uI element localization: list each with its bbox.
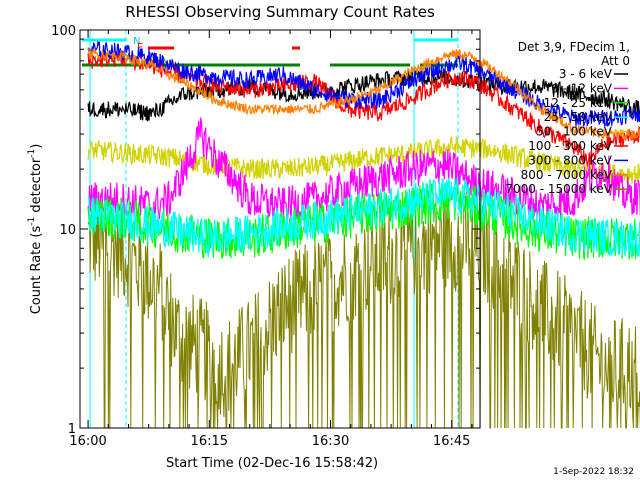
legend-label-3-6-kev: 3 - 6 keV (559, 67, 613, 81)
legend-label-50-100-kev: 50 - 100 keV (536, 125, 613, 139)
series-line-7000-15000-kev (87, 192, 640, 429)
annotation-rdo: RDO (116, 54, 136, 64)
x-tick-label: 16:00 (69, 434, 106, 449)
series-line-300-800-kev (87, 40, 640, 127)
x-tick-label: 16:15 (191, 434, 228, 449)
legend-label-12-25-kev: 12 - 25 keV (544, 96, 613, 110)
legend-label-300-800-kev: 300 - 800 keV (528, 153, 612, 167)
annotation-n: N (133, 36, 140, 47)
x-tick-label: 16:45 (433, 434, 470, 449)
legend-label-25-50-kev: 25 - 50 keV (544, 110, 613, 124)
chart-title: RHESSI Observing Summary Count Rates (125, 3, 435, 21)
y-tick-label: 100 (51, 24, 76, 39)
series-line-25-50-kev (87, 177, 640, 258)
series-line-50-100-kev (87, 135, 640, 185)
y-axis-label: Count Rate (s-1 detector-1) (27, 144, 44, 315)
series-line-100-300-kev (87, 49, 640, 167)
y-tick-label: 10 (59, 223, 76, 238)
annotation-f: F (137, 41, 143, 54)
legend-label-100-300-kev: 100 - 300 keV (528, 139, 612, 153)
series-line-6-12-kev (87, 117, 640, 224)
legend-label-800-7000-kev: 800 - 7000 keV (521, 168, 613, 182)
y-tick-label: 1 (68, 422, 76, 437)
axes: 16:00 16:15 16:30 16:45 1 10 100 (51, 24, 480, 449)
series-line-800-7000-kev (87, 47, 640, 141)
legend-header-line-1: Det 3,9, FDecim 1, (518, 40, 630, 54)
x-axis-label: Start Time (02-Dec-16 15:58:42) (166, 456, 378, 471)
legend-label-6-12-kev: 6 - 12 keV (551, 81, 613, 95)
legend-header-line-2: Att 0 (601, 54, 630, 68)
footer-date: 1-Sep-2022 18:32 (553, 467, 634, 477)
legend-label-7000-15000-kev: 7000 - 15000 keV (505, 182, 612, 196)
series-lines (87, 40, 640, 429)
x-tick-label: 16:30 (312, 434, 349, 449)
